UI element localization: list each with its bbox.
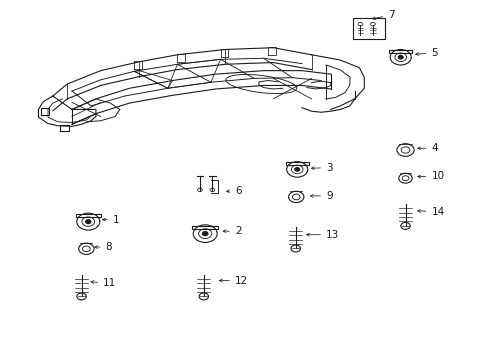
Text: 13: 13 [306, 230, 339, 240]
Text: 10: 10 [417, 171, 444, 181]
Text: 2: 2 [223, 226, 241, 236]
Text: 9: 9 [310, 191, 332, 201]
Text: 14: 14 [417, 207, 444, 217]
Text: 8: 8 [95, 242, 112, 252]
Circle shape [85, 220, 91, 224]
Text: 11: 11 [91, 278, 116, 288]
Text: 7: 7 [372, 10, 394, 20]
Circle shape [202, 232, 207, 235]
Circle shape [294, 168, 299, 171]
Text: 1: 1 [102, 215, 119, 225]
Text: 5: 5 [415, 48, 437, 58]
Text: 6: 6 [226, 186, 241, 196]
Text: 12: 12 [219, 275, 247, 285]
Text: 3: 3 [311, 163, 332, 173]
Circle shape [398, 55, 402, 59]
Text: 4: 4 [417, 143, 437, 153]
